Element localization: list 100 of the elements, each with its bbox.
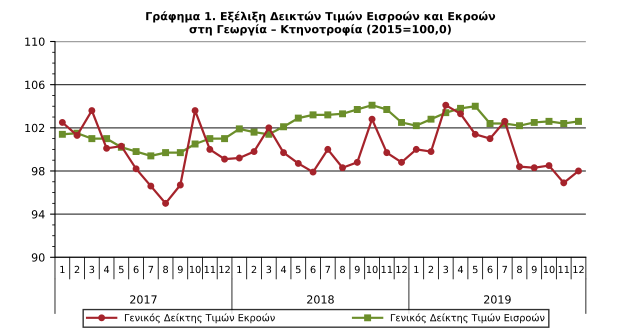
x-tick-label: 3 [266, 266, 272, 274]
point [530, 164, 538, 172]
x-tick-label: 12 [219, 266, 230, 274]
x-tick-label: 4 [458, 266, 464, 274]
x-tick-label: 5 [296, 266, 301, 274]
point [162, 149, 170, 156]
point [486, 135, 494, 142]
point [132, 148, 140, 156]
point [265, 124, 272, 132]
point [339, 164, 346, 172]
x-tick-label: 8 [163, 266, 168, 274]
x-tick-label: 2 [74, 266, 80, 274]
x-tick-label: 9 [354, 266, 360, 274]
y-tick-label: 98 [32, 166, 44, 176]
point [324, 146, 332, 153]
x-tick-label: 9 [532, 266, 537, 274]
point [560, 120, 568, 127]
x-tick-label: 3 [443, 266, 448, 274]
y-tick-label: 94 [32, 210, 45, 219]
y-tick-label: 90 [32, 253, 45, 262]
x-tick-label: 12 [573, 266, 584, 274]
x-tick-label: 4 [104, 266, 110, 274]
point [206, 135, 214, 142]
point [310, 111, 317, 118]
x-tick-label: 6 [310, 266, 316, 274]
point [58, 130, 66, 138]
y-tick-label: 102 [25, 124, 44, 132]
point [324, 111, 332, 118]
point [339, 110, 346, 118]
point [516, 122, 523, 130]
x-tick-label: 6 [488, 266, 492, 274]
x-tick-label: 7 [326, 266, 330, 274]
x-tick-label: 8 [340, 266, 345, 274]
point [412, 146, 420, 153]
x-tick-label: 3 [90, 266, 94, 274]
point [428, 116, 434, 123]
point [88, 135, 96, 142]
point [280, 149, 288, 156]
point [147, 182, 154, 190]
text: 2019 [484, 295, 511, 304]
x-tick-label: 11 [382, 266, 392, 274]
x-tick-label: 2 [252, 266, 256, 274]
point [236, 125, 243, 132]
point [236, 154, 243, 162]
point [310, 168, 317, 176]
y-tick-label: 106 [25, 80, 45, 90]
point [162, 200, 170, 207]
point [383, 149, 390, 156]
point [442, 102, 450, 109]
x-tick-label: 2 [428, 266, 434, 274]
x-tick-label: 5 [472, 266, 478, 274]
point [412, 122, 420, 130]
x-tick-label: 11 [204, 266, 216, 274]
point [103, 135, 110, 142]
x-tick-label: 1 [414, 266, 418, 274]
x-tick-label: 11 [558, 266, 570, 274]
point [221, 135, 228, 142]
point [354, 158, 361, 166]
point [176, 149, 184, 156]
point [383, 106, 390, 113]
point [486, 120, 494, 127]
point [368, 102, 376, 109]
x-tick-label: 8 [517, 266, 522, 274]
point [294, 114, 302, 122]
x-tick-label: 10 [544, 266, 555, 274]
point [472, 130, 479, 138]
point [457, 110, 464, 118]
point [294, 160, 302, 167]
point [147, 152, 154, 160]
point [88, 107, 96, 114]
text: 2017 [130, 295, 157, 304]
point [192, 140, 199, 148]
point [368, 116, 376, 123]
point [354, 106, 361, 113]
point [575, 118, 582, 125]
point [546, 162, 552, 170]
y-tick-label: 110 [25, 37, 45, 46]
point [560, 179, 568, 186]
x-tick-label: 12 [396, 266, 407, 274]
point [192, 107, 199, 114]
x-tick-label: 10 [190, 266, 201, 274]
point [546, 118, 552, 125]
point [58, 118, 66, 126]
point [206, 146, 214, 153]
point [103, 144, 110, 152]
x-tick-label: 6 [134, 266, 139, 274]
point [250, 128, 258, 136]
x-tick-label: 7 [502, 266, 508, 274]
point [501, 118, 508, 125]
point [530, 118, 538, 126]
legend-label: Γενικός Δείκτης Τιμών Εκροών [124, 313, 275, 324]
point [472, 102, 479, 110]
x-tick-label: 4 [280, 266, 286, 274]
point [221, 156, 228, 163]
point [575, 168, 582, 174]
point [280, 123, 288, 130]
x-tick-label: 10 [366, 266, 378, 274]
point [428, 148, 434, 156]
point [132, 165, 140, 172]
text: 2018 [307, 295, 334, 304]
